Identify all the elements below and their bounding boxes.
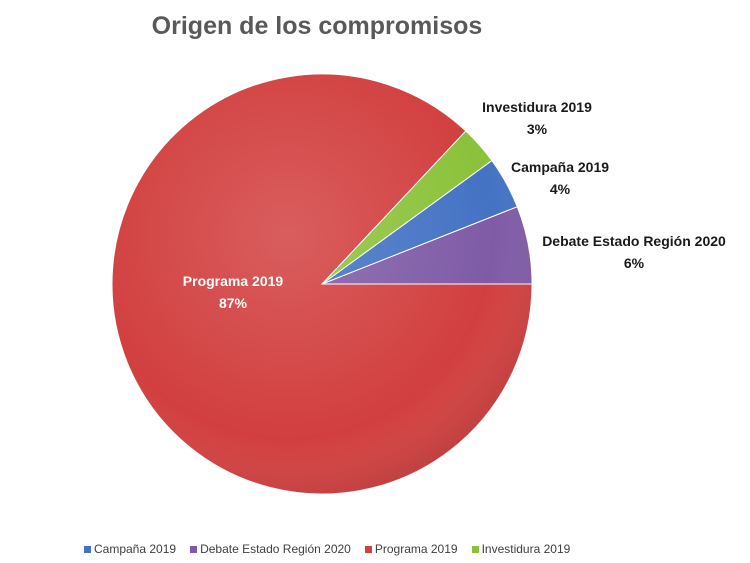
chart-title: Origen de los compromisos (151, 12, 483, 40)
legend-item-campana-2019: Campaña 2019 (84, 542, 176, 556)
legend-swatch-investidura-2019 (471, 545, 479, 553)
legend-swatch-debate-estado-region-2020 (190, 545, 198, 553)
legend-item-programa-2019: Programa 2019 (364, 542, 458, 556)
legend-label-debate-estado-region-2020: Debate Estado Región 2020 (200, 542, 351, 556)
slice-label-value-campana-2019: 4% (550, 181, 571, 197)
legend: Campaña 2019 Debate Estado Región 2020 P… (84, 541, 570, 557)
slice-label-value-investidura-2019: 3% (527, 121, 548, 137)
slice-label-name-investidura-2019: Investidura 2019 (482, 99, 592, 115)
slice-label-name-programa-2019: Programa 2019 (183, 273, 284, 289)
legend-swatch-programa-2019 (364, 545, 372, 553)
legend-swatch-campana-2019 (84, 545, 91, 553)
legend-label-programa-2019: Programa 2019 (374, 542, 458, 556)
legend-label-investidura-2019: Investidura 2019 (481, 542, 571, 556)
legend-item-debate-estado-region-2020: Debate Estado Región 2020 (190, 542, 351, 556)
legend-label-campana-2019: Campaña 2019 (94, 542, 177, 556)
slice-label-name-debate-estado-region-2020: Debate Estado Región 2020 (542, 233, 726, 249)
legend-item-investidura-2019: Investidura 2019 (471, 542, 571, 556)
slice-label-name-campana-2019: Campaña 2019 (511, 159, 609, 175)
slice-label-value-programa-2019: 87% (219, 295, 248, 311)
slice-label-value-debate-estado-region-2020: 6% (624, 255, 645, 271)
